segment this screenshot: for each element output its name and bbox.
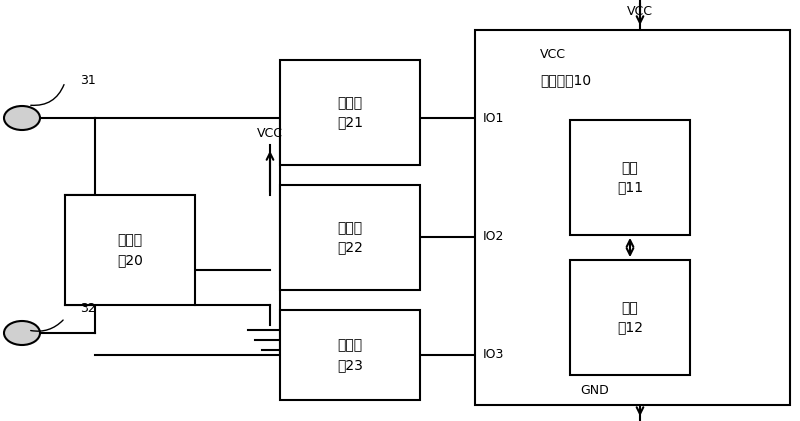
Text: 时钟模
块23: 时钟模 块23 <box>337 338 363 372</box>
Text: 存储
器11: 存储 器11 <box>617 161 643 194</box>
Ellipse shape <box>4 321 40 345</box>
Text: GND: GND <box>580 384 609 397</box>
Text: 调制模
块21: 调制模 块21 <box>337 96 363 129</box>
Text: 32: 32 <box>80 301 96 314</box>
Text: 计数
器12: 计数 器12 <box>617 301 643 334</box>
Text: 微控制器10: 微控制器10 <box>540 73 591 87</box>
Text: VCC: VCC <box>257 127 283 140</box>
Ellipse shape <box>4 106 40 130</box>
Bar <box>475 30 790 405</box>
Text: 31: 31 <box>80 74 96 86</box>
Bar <box>280 60 420 165</box>
Text: VCC: VCC <box>627 5 653 18</box>
Bar <box>65 195 195 305</box>
Text: 解调模
块22: 解调模 块22 <box>337 221 363 254</box>
Bar <box>570 120 690 235</box>
Bar <box>280 185 420 290</box>
Bar <box>280 310 420 400</box>
Text: 电源模
块20: 电源模 块20 <box>117 233 143 267</box>
Bar <box>570 260 690 375</box>
Text: IO1: IO1 <box>483 112 504 125</box>
Text: VCC: VCC <box>540 48 566 61</box>
Text: IO3: IO3 <box>483 349 504 362</box>
Text: IO2: IO2 <box>483 231 504 243</box>
